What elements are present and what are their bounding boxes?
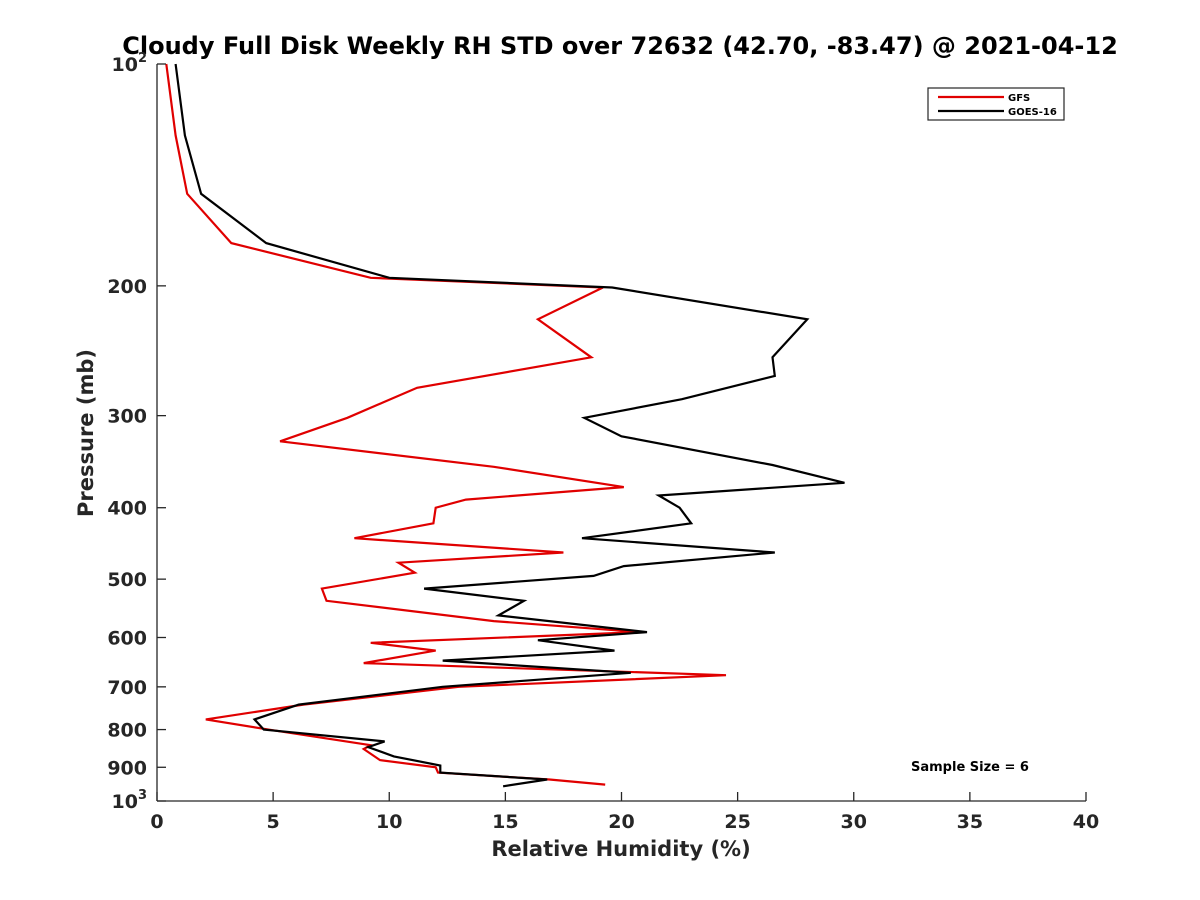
y-tick-label: 800 (107, 720, 147, 742)
chart-title: Cloudy Full Disk Weekly RH STD over 7263… (122, 32, 1118, 60)
x-tick-label: 5 (267, 811, 280, 833)
x-tick-label: 0 (150, 811, 163, 833)
y-tick-label: 900 (107, 757, 147, 779)
series-line-gfs (165, 63, 727, 786)
series-line-goes16 (174, 63, 845, 788)
y-tick-label: 600 (107, 627, 147, 649)
x-tick-label: 10 (376, 811, 402, 833)
y-tick-label: 103 (112, 788, 148, 813)
x-tick-label: 25 (724, 811, 750, 833)
x-tick-label: 20 (608, 811, 634, 833)
y-tick-label: 200 (107, 276, 147, 298)
series-layer (165, 63, 845, 788)
y-axis-label: Pressure (mb) (74, 349, 98, 517)
y-tick-label: 700 (107, 677, 147, 699)
x-tick-label: 15 (492, 811, 518, 833)
x-axis-label: Relative Humidity (%) (491, 837, 750, 861)
sample-size-annotation: Sample Size = 6 (911, 760, 1029, 775)
legend-label-goes16: GOES-16 (1008, 107, 1057, 118)
legend-box (927, 87, 1065, 121)
axes: 0 5 10 15 20 25 30 35 40 102 200 300 400 500 600 700 80… (107, 51, 1099, 833)
x-tick-label: 30 (841, 811, 867, 833)
y-ticks: 102 200 300 400 500 600 700 800 900 103 (107, 51, 166, 813)
y-tick-label: 500 (107, 569, 147, 591)
x-ticks: 0 5 10 15 20 25 30 35 40 (150, 792, 1099, 833)
y-tick-label: 102 (112, 51, 148, 76)
legend: GFS GOES-16 (927, 87, 1065, 121)
y-tick-label: 300 (107, 406, 147, 428)
x-tick-label: 40 (1073, 811, 1099, 833)
y-tick-label: 400 (107, 498, 147, 520)
x-tick-label: 35 (957, 811, 983, 833)
plot-area (157, 64, 1086, 801)
legend-label-gfs: GFS (1008, 93, 1030, 104)
